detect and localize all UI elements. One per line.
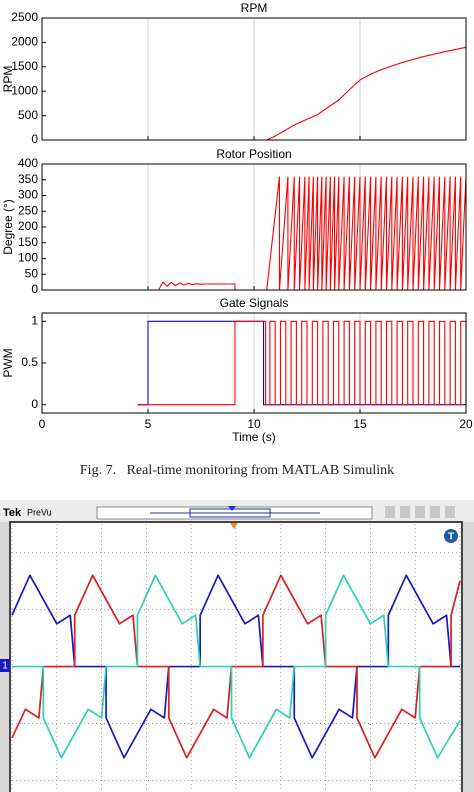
plot-frame <box>41 17 467 141</box>
channel-tag <box>0 659 10 672</box>
y-tick-label: 300 <box>18 188 38 202</box>
chart-title: RPM <box>241 1 268 15</box>
y-tick-label: 2000 <box>11 35 38 49</box>
data-line <box>143 46 467 141</box>
plot-frame <box>41 163 467 291</box>
y-axis-label: PWM <box>1 348 15 377</box>
trigger-position <box>228 506 236 511</box>
x-tick-label: 0 <box>39 417 46 431</box>
x-tick-label: 20 <box>459 417 473 431</box>
icon <box>430 506 440 518</box>
y-tick-label: 0.5 <box>21 355 38 369</box>
chart-title: Gate Signals <box>220 296 289 310</box>
figure-caption: Fig. 7. Real-time monitoring from MATLAB… <box>80 463 394 478</box>
y-axis-label: Degree (°) <box>1 199 15 254</box>
y-tick-label: 0 <box>31 397 38 411</box>
x-tick-label: 15 <box>353 417 367 431</box>
scope-status: PreVu <box>27 507 52 517</box>
trigger-badge <box>444 529 458 543</box>
y-tick-label: 50 <box>25 266 39 280</box>
y-tick-label: 100 <box>18 251 38 265</box>
y-tick-label: 0 <box>31 282 38 296</box>
icon <box>415 506 425 518</box>
trigger-label: T <box>448 532 454 543</box>
plot-frame <box>41 312 467 414</box>
y-tick-label: 0 <box>31 132 38 146</box>
y-tick-label: 200 <box>18 219 38 233</box>
y-tick-label: 2500 <box>11 10 38 24</box>
y-axis-label: RPM <box>1 66 15 93</box>
x-tick-label: 10 <box>247 417 261 431</box>
y-tick-label: 350 <box>18 172 38 186</box>
icon <box>445 506 455 518</box>
y-tick-label: 1500 <box>11 59 38 73</box>
waveform <box>12 574 461 759</box>
x-axis-label: Time (s) <box>232 430 276 444</box>
chart-title: Rotor Position <box>216 147 291 161</box>
y-tick-label: 1000 <box>11 83 38 97</box>
y-tick-label: 400 <box>18 156 38 170</box>
y-tick-label: 1 <box>31 314 38 328</box>
icon <box>385 506 395 518</box>
data-line <box>137 320 467 406</box>
timeline-window <box>189 508 271 518</box>
channel-marker: 1 <box>2 661 8 672</box>
icon <box>400 506 410 518</box>
y-tick-label: 150 <box>18 235 38 249</box>
scope-brand: Tek <box>3 507 22 519</box>
y-tick-label: 250 <box>18 203 38 217</box>
waveform <box>11 574 460 759</box>
x-tick-label: 5 <box>145 417 152 431</box>
y-tick-label: 500 <box>18 108 38 122</box>
